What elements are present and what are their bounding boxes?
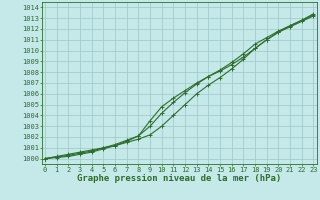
X-axis label: Graphe pression niveau de la mer (hPa): Graphe pression niveau de la mer (hPa) [77,174,281,183]
